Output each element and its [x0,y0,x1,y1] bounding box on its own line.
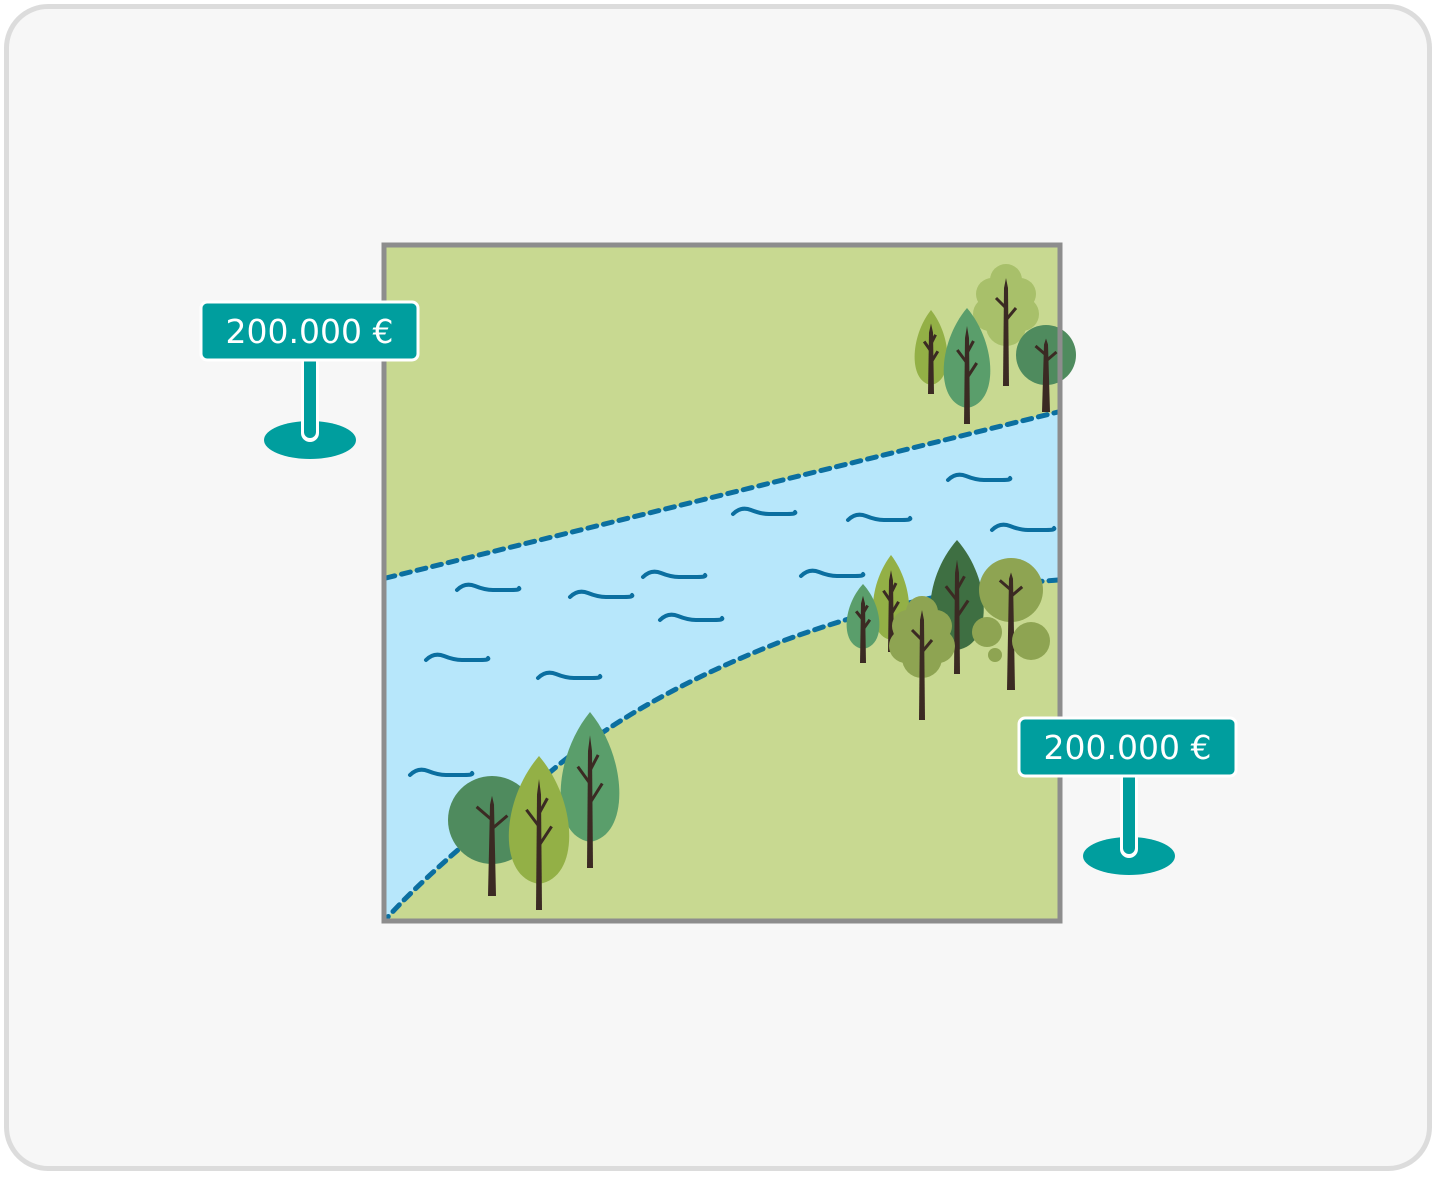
tree-icon [979,558,1043,690]
tree-icon [508,756,570,910]
tree-icon [914,310,948,394]
wave-icon [641,569,708,579]
sign-post [304,356,316,438]
wave-icon [990,522,1057,532]
north-shoreline [383,409,1061,581]
wave-icon [568,589,635,600]
bush-icon [972,617,1002,647]
sign-board [199,300,420,362]
parcel-frame [381,242,1063,924]
bush-icon [988,648,1002,662]
tree-icon [560,712,620,868]
sign-post [1123,772,1135,854]
tree-icon [973,264,1039,386]
tree-icon [846,584,880,663]
wave-icon [658,612,725,622]
sign-board [1017,716,1238,778]
wave-icon [946,472,1013,482]
wave-group [408,472,1057,777]
wave-icon [455,582,522,592]
wave-icon [536,670,603,680]
river [384,411,1060,921]
wave-icon [408,767,475,777]
right-price-sign: 200.000 € [1017,716,1238,875]
left-price-sign: 200.000 € [199,300,420,459]
tree-icon [889,596,955,720]
wave-icon [424,652,491,662]
wave-icon [731,506,798,517]
tree-icon [943,308,991,424]
wave-icon [846,512,913,522]
bush-icon [1012,622,1050,660]
right-price-label: 200.000 € [1044,728,1212,767]
wave-icon [799,568,866,578]
left-price-label: 200.000 € [226,312,394,351]
